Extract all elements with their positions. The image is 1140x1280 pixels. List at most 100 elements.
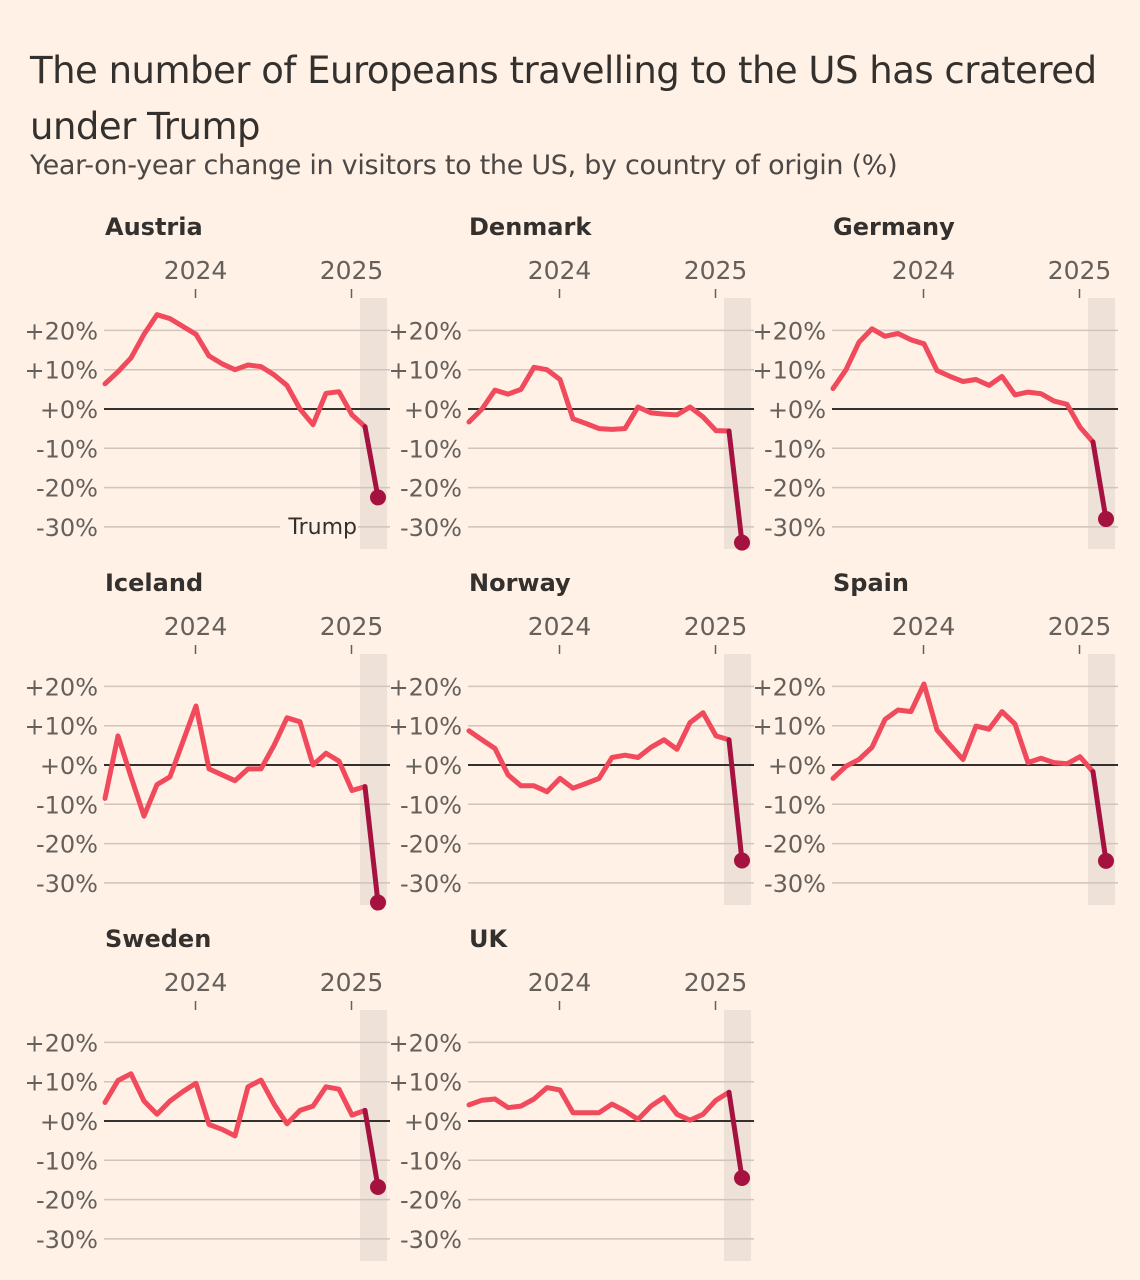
x-tick-label: 2025 <box>320 612 384 641</box>
panel-title: Norway <box>469 569 571 597</box>
y-tick-label: +10% <box>25 1069 98 1097</box>
panel-title: Germany <box>833 213 955 241</box>
y-tick-label: -20% <box>400 475 462 503</box>
x-tick-label: 2025 <box>684 968 748 997</box>
y-tick-label: +20% <box>389 1029 462 1057</box>
panel-spain: Spain 2024 2025 +20% +10% +0% -10% -20% -30% <box>753 569 1118 905</box>
series-line <box>102 312 368 430</box>
panel-sweden: Sweden 2024 2025 +20% +10% +0% -10% -20% -30% <box>25 925 390 1261</box>
y-tick-label: +10% <box>389 1069 462 1097</box>
trump-period-line <box>362 424 381 500</box>
y-tick-label: +0% <box>404 1108 462 1136</box>
series-line <box>102 1071 368 1139</box>
y-tick-label: +10% <box>753 357 826 385</box>
panel-title: Denmark <box>469 213 592 241</box>
trump-period-line <box>362 1107 381 1190</box>
y-tick-label: +0% <box>40 396 98 424</box>
y-tick-label: -20% <box>764 831 826 859</box>
latest-value-dot <box>1098 511 1114 528</box>
latest-value-dot <box>370 489 386 506</box>
y-tick-label: -10% <box>36 435 98 463</box>
x-tick-label: 2024 <box>164 256 228 285</box>
latest-value-dot <box>734 534 750 551</box>
series-line <box>830 681 1096 781</box>
panel-title: Austria <box>105 213 203 241</box>
y-tick-label: -20% <box>764 475 826 503</box>
series-line <box>830 326 1096 445</box>
panel-germany: Germany 2024 2025 +20% +10% +0% -10% -20% -30% <box>753 213 1118 549</box>
y-tick-label: +0% <box>404 752 462 780</box>
trump-period-line <box>726 1089 745 1181</box>
panel-title: Iceland <box>105 569 203 597</box>
latest-value-dot <box>370 894 386 911</box>
x-tick-label: 2025 <box>320 968 384 997</box>
y-tick-label: -10% <box>400 1147 462 1175</box>
trump-period-shade <box>724 654 751 905</box>
x-tick-label: 2024 <box>892 612 956 641</box>
y-tick-label: +20% <box>25 1029 98 1057</box>
x-tick-label: 2024 <box>892 256 956 285</box>
panel-title: UK <box>469 925 508 953</box>
y-tick-label: +10% <box>25 357 98 385</box>
latest-value-dot <box>734 1169 750 1186</box>
y-tick-label: -20% <box>36 475 98 503</box>
y-tick-label: +20% <box>753 673 826 701</box>
y-tick-label: -20% <box>36 831 98 859</box>
latest-value-dot <box>1098 852 1114 869</box>
series-line <box>466 1085 732 1123</box>
trump-period-shade <box>1088 298 1115 549</box>
y-tick-label: -10% <box>764 435 826 463</box>
y-tick-label: +10% <box>25 713 98 741</box>
series-line <box>102 703 368 819</box>
y-tick-label: -30% <box>36 1226 98 1254</box>
x-tick-label: 2025 <box>320 256 384 285</box>
y-tick-label: -20% <box>400 1187 462 1215</box>
y-tick-label: -30% <box>36 870 98 898</box>
trump-period-line <box>362 784 381 906</box>
y-tick-label: -30% <box>36 514 98 542</box>
y-tick-label: +0% <box>40 752 98 780</box>
trump-period-shade <box>360 1010 387 1261</box>
panel-uk: UK 2024 2025 +20% +10% +0% -10% -20% -30% <box>389 925 754 1261</box>
y-tick-label: +10% <box>389 357 462 385</box>
y-tick-label: -20% <box>400 831 462 859</box>
series-line <box>466 710 732 795</box>
y-tick-label: -30% <box>400 870 462 898</box>
latest-value-dot <box>734 852 750 869</box>
x-tick-label: 2024 <box>164 968 228 997</box>
trump-annotation: Trump <box>287 515 357 540</box>
chart-title: The number of Europeans travelling to th… <box>30 48 1097 148</box>
y-tick-label: -10% <box>36 1147 98 1175</box>
x-tick-label: 2025 <box>684 612 748 641</box>
y-tick-label: +20% <box>25 317 98 345</box>
y-tick-label: -10% <box>36 791 98 819</box>
trump-period-line <box>726 737 745 863</box>
y-tick-label: +20% <box>389 673 462 701</box>
x-tick-label: 2024 <box>528 256 592 285</box>
panel-iceland: Iceland 2024 2025 +20% +10% +0% -10% -20% -30% <box>25 569 390 911</box>
y-tick-label: +0% <box>768 396 826 424</box>
trump-period-line <box>726 428 745 546</box>
y-tick-label: +10% <box>753 713 826 741</box>
x-tick-label: 2025 <box>1048 612 1112 641</box>
y-tick-label: -10% <box>400 791 462 819</box>
annotation-halo <box>280 512 358 541</box>
y-tick-label: +0% <box>768 752 826 780</box>
chart-subtitle: Year-on-year change in visitors to the U… <box>30 150 898 181</box>
y-tick-label: +20% <box>25 673 98 701</box>
x-tick-label: 2025 <box>1048 256 1112 285</box>
panel-austria: Austria 2024 2025 +20% +10% +0% -10% -20% -30% Tr… <box>25 213 390 549</box>
trump-period-line <box>1090 439 1109 522</box>
y-tick-label: +0% <box>40 1108 98 1136</box>
y-tick-label: -20% <box>36 1187 98 1215</box>
x-tick-label: 2024 <box>528 612 592 641</box>
panel-title: Spain <box>833 569 909 597</box>
y-tick-label: +0% <box>404 396 462 424</box>
x-tick-label: 2024 <box>528 968 592 997</box>
latest-value-dot <box>370 1179 386 1196</box>
series-line <box>466 364 732 434</box>
panel-norway: Norway 2024 2025 +20% +10% +0% -10% -20% -30% <box>389 569 754 905</box>
y-tick-label: -10% <box>764 791 826 819</box>
y-tick-label: +10% <box>389 713 462 741</box>
